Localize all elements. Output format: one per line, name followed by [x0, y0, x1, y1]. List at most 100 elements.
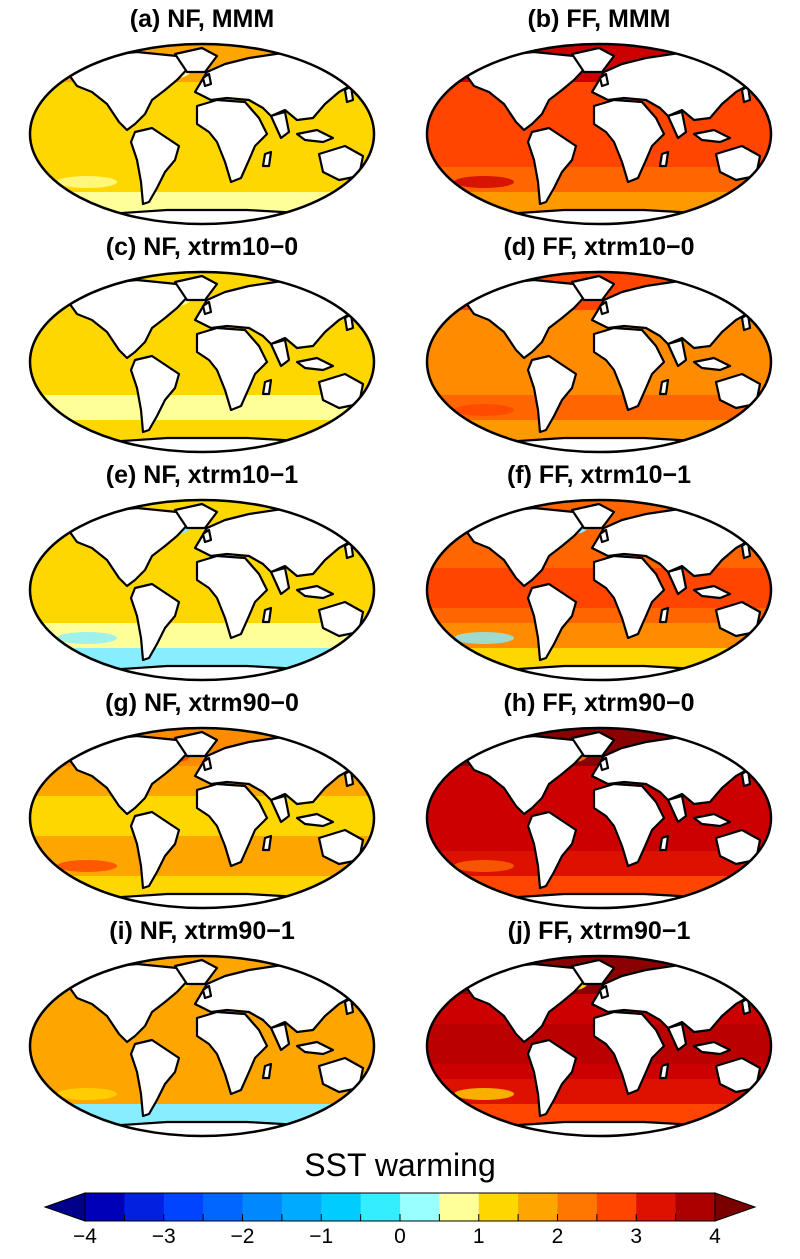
land-greenland	[173, 274, 219, 302]
land-africa	[592, 782, 666, 868]
land-africa	[195, 782, 269, 868]
land-north-america	[65, 50, 194, 132]
map-border	[425, 270, 773, 454]
land-greenland	[570, 730, 616, 758]
colorbar-segment	[360, 1193, 401, 1221]
panel-title: (g) NF, xtrm90−0	[105, 689, 299, 717]
map-panel: (h) FF, xtrm90−0	[424, 686, 774, 911]
land-india	[666, 794, 688, 824]
land-africa	[195, 1010, 269, 1096]
colorbar-segment	[439, 1193, 480, 1221]
land-africa	[592, 1010, 666, 1096]
land-south-america	[129, 582, 181, 662]
land-greenland	[570, 958, 616, 986]
colorbar-segment	[203, 1193, 243, 1221]
colorbar-segment	[321, 1193, 362, 1221]
panel-title: (j) FF, xtrm90−1	[507, 917, 691, 945]
world-map	[28, 954, 376, 1138]
ocean-patch-south-pacific	[454, 632, 514, 644]
land-uk	[598, 300, 610, 316]
colorbar-segment	[242, 1193, 283, 1221]
world-map	[425, 954, 773, 1138]
land-africa	[592, 554, 666, 640]
ocean-patch-south-pacific	[454, 1088, 514, 1100]
map-panel: (c) NF, xtrm10−0	[27, 230, 377, 455]
colorbar-segment	[400, 1193, 440, 1221]
land-indonesia	[295, 1040, 335, 1056]
land-africa	[592, 326, 666, 412]
map-border	[28, 954, 376, 1138]
ocean-patch-south-pacific	[454, 176, 514, 188]
world-map	[425, 270, 773, 454]
map-border	[28, 270, 376, 454]
land-greenland	[570, 274, 616, 302]
colorbar-tick-label: 0	[394, 1225, 406, 1248]
map-border	[425, 42, 773, 226]
land-south-america	[526, 1038, 578, 1118]
land-south-america	[129, 810, 181, 890]
land-madagascar	[261, 834, 273, 852]
colorbar-tick-label: 4	[709, 1225, 721, 1248]
land-india	[666, 110, 688, 140]
world-map	[28, 270, 376, 454]
map-panel: (i) NF, xtrm90−1	[27, 914, 377, 1139]
land-indonesia	[295, 128, 335, 144]
land-indonesia	[295, 584, 335, 600]
panel-title: (h) FF, xtrm90−0	[503, 689, 695, 717]
land-madagascar	[658, 1062, 670, 1080]
land-india	[666, 1022, 688, 1052]
world-map	[28, 498, 376, 682]
land-uk	[598, 984, 610, 1000]
land-south-america	[129, 1038, 181, 1118]
ocean-patch-south-pacific	[57, 860, 117, 872]
map-border	[28, 42, 376, 226]
colorbar-tick-label: −2	[230, 1225, 255, 1248]
world-map	[425, 726, 773, 910]
colorbar-tick-label: 1	[472, 1225, 485, 1248]
land-madagascar	[658, 606, 670, 624]
panel-title: (f) FF, xtrm10−1	[506, 461, 692, 489]
colorbar-tick-label: −1	[309, 1225, 334, 1248]
land-uk	[201, 528, 213, 544]
ocean-patch-south-pacific	[454, 404, 514, 416]
map-panel: (j) FF, xtrm90−1	[424, 914, 774, 1139]
map-border	[28, 498, 376, 682]
ocean-patch-south-pacific	[57, 176, 117, 188]
colorbar-segment	[281, 1193, 322, 1221]
colorbar-under-arrow	[43, 1192, 86, 1222]
map-panel: (d) FF, xtrm10−0	[424, 230, 774, 455]
land-greenland	[570, 502, 616, 530]
colorbar-over-arrow	[714, 1192, 757, 1222]
land-indonesia	[692, 128, 732, 144]
land-indonesia	[692, 356, 732, 372]
land-north-america	[462, 734, 591, 816]
ocean-patch-south-pacific	[454, 860, 514, 872]
panel-title: (e) NF, xtrm10−1	[105, 461, 299, 489]
land-north-america	[462, 278, 591, 360]
land-south-america	[129, 126, 181, 206]
land-indonesia	[295, 812, 335, 828]
land-greenland	[173, 730, 219, 758]
land-uk	[201, 756, 213, 772]
land-north-america	[462, 506, 591, 588]
land-north-america	[65, 278, 194, 360]
colorbar-tick-label: 3	[630, 1225, 643, 1248]
land-madagascar	[658, 834, 670, 852]
land-south-america	[526, 126, 578, 206]
ocean-patch-south-pacific	[57, 404, 117, 416]
land-south-america	[526, 810, 578, 890]
land-uk	[598, 528, 610, 544]
colorbar-tick-label: 2	[551, 1225, 564, 1248]
colorbar	[43, 1192, 757, 1222]
land-north-america	[462, 50, 591, 132]
world-map	[425, 498, 773, 682]
land-indonesia	[692, 1040, 732, 1056]
land-africa	[195, 554, 269, 640]
land-madagascar	[261, 1062, 273, 1080]
colorbar-segment	[636, 1193, 677, 1221]
map-panel: (f) FF, xtrm10−1	[424, 458, 774, 683]
panel-title: (d) FF, xtrm10−0	[503, 233, 695, 261]
land-uk	[201, 984, 213, 1000]
land-uk	[201, 72, 213, 88]
colorbar-title: SST warming	[304, 1147, 496, 1183]
